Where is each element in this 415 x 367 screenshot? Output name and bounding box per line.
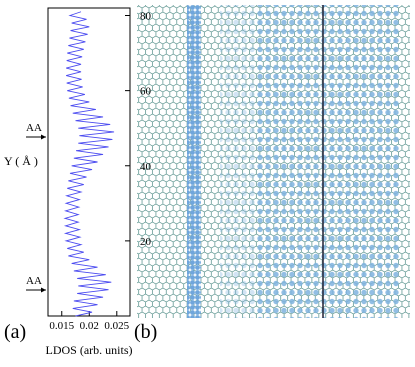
panel-label: (b)	[134, 321, 157, 343]
x-tick-label: 0.02	[80, 320, 99, 332]
y-tick-label: 20	[140, 236, 152, 248]
annotation: AA	[26, 122, 42, 134]
annotation: AA	[26, 275, 42, 287]
y-tick-label: 80	[140, 11, 152, 23]
plot-frame	[47, 7, 131, 317]
aa-arrows	[26, 134, 46, 293]
x-axis-label: LDOS (arb. units)	[46, 343, 133, 357]
y-axis-label: Y ( Å )	[4, 154, 38, 168]
lattice-image	[137, 5, 410, 318]
panel-label: (a)	[4, 321, 26, 343]
y-tick-label: 40	[140, 161, 152, 173]
y-tick-label: 60	[140, 86, 152, 98]
x-tick-label: 0.025	[104, 320, 129, 332]
x-tick-label: 0.015	[49, 320, 74, 332]
ldos-line	[63, 11, 115, 317]
